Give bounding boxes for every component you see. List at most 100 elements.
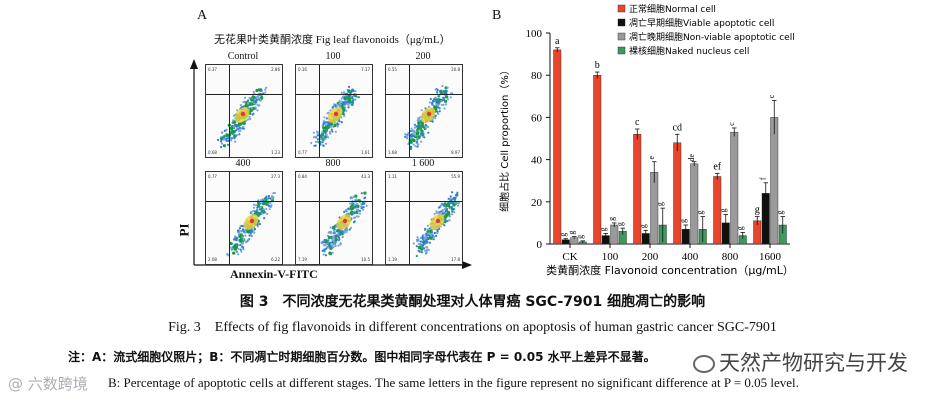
flow-plot: 0.77 27.3 2.08 6.22 bbox=[205, 171, 283, 265]
flow-plot: 0.84 43.3 7.19 10.5 bbox=[295, 171, 373, 265]
significance-letter: g bbox=[656, 202, 665, 206]
quadrant-value: 2.08 bbox=[208, 257, 217, 262]
flow-axes bbox=[190, 59, 472, 269]
quadrant-value: 1.61 bbox=[361, 150, 370, 155]
quadrant-value: 20.8 bbox=[451, 67, 460, 72]
flow-plot: 0.55 20.8 1.68 8.97 bbox=[385, 64, 463, 158]
flow-cell-label: 200 bbox=[415, 51, 431, 62]
significance-letter: g bbox=[576, 235, 585, 239]
bar bbox=[770, 117, 779, 245]
quadrant-value: 55.9 bbox=[451, 174, 460, 179]
scatter-cloud bbox=[404, 84, 454, 151]
panel-a-label: A bbox=[197, 8, 208, 23]
chart-bars: 0 20 40 60 80 100 细胞占比 Cell proportion（%） 类黄酮浓度… bbox=[498, 28, 794, 277]
quadrant-value: 1.19 bbox=[388, 257, 397, 262]
quadrant-value: 8.97 bbox=[451, 150, 460, 155]
y-tick-label: 40 bbox=[531, 155, 543, 167]
scatter-cloud bbox=[310, 85, 360, 148]
flow-cell-label: 1 600 bbox=[411, 158, 435, 169]
flow-plot: 1.11 55.9 1.19 17.8 bbox=[385, 171, 463, 265]
y-axis-title: 细胞占比 Cell proportion（%） bbox=[498, 65, 511, 212]
scatter-cloud bbox=[412, 191, 461, 258]
x-tick-label: 800 bbox=[722, 251, 739, 263]
significance-letter: g bbox=[776, 211, 785, 215]
y-tick-label: 100 bbox=[526, 28, 543, 40]
y-tick-label: 60 bbox=[531, 112, 543, 124]
significance-letter: g bbox=[559, 233, 568, 237]
quadrant-value: 0.37 bbox=[208, 67, 217, 72]
significance-letter: g bbox=[607, 217, 616, 221]
legend-swatch bbox=[617, 32, 626, 41]
bar bbox=[650, 172, 659, 245]
significance-letter: c bbox=[635, 117, 640, 128]
significance-letter: ef bbox=[713, 161, 721, 172]
significance-letter: c bbox=[727, 122, 736, 126]
legend-swatch bbox=[617, 46, 626, 55]
significance-letter: b bbox=[595, 60, 600, 71]
bar bbox=[553, 49, 562, 245]
significance-letter: c bbox=[767, 94, 776, 98]
bar bbox=[690, 163, 699, 245]
quadrant-value: 1.23 bbox=[271, 150, 280, 155]
note-en: B: Percentage of apoptotic cells at diff… bbox=[108, 375, 799, 390]
flow-cell-label: 800 bbox=[325, 158, 341, 169]
significance-letter: g bbox=[599, 227, 608, 231]
quadrant-value: 17.8 bbox=[451, 257, 460, 262]
significance-letter: g bbox=[616, 222, 625, 226]
quadrant-value: 0.77 bbox=[208, 174, 217, 179]
legend-label: 凋亡早期细胞Viable apoptotic cell bbox=[629, 17, 774, 29]
quadrant-value: 7.17 bbox=[361, 67, 370, 72]
legend-label: 凋亡晚期细胞Non-viable apoptotic cell bbox=[629, 31, 795, 43]
significance-letter: g bbox=[679, 219, 688, 223]
x-axis-title: 类黄酮浓度 Flavonoid concentration（μg/mL） bbox=[546, 263, 794, 277]
scatter-cloud bbox=[320, 191, 368, 257]
x-tick-label: 400 bbox=[682, 251, 699, 263]
legend-swatch bbox=[617, 4, 626, 13]
watermark-right: 天然产物研究与开发 bbox=[693, 347, 908, 377]
flow-plot: 0.37 2.86 0.68 1.23 bbox=[205, 64, 283, 158]
bar bbox=[593, 74, 602, 245]
note-cn: 注：A：流式细胞仪照片；B：不同凋亡时期细胞百分数。图中相同字母代表在 P = … bbox=[68, 350, 656, 364]
bar bbox=[610, 224, 619, 245]
quadrant-value: 10.5 bbox=[361, 257, 370, 262]
quadrant-value: 1.68 bbox=[388, 150, 397, 155]
significance-letter: g bbox=[696, 211, 705, 215]
significance-letter: e bbox=[647, 155, 656, 159]
x-tick-label: 200 bbox=[642, 251, 659, 263]
chart-legend: 正常细胞Normal cell 凋亡早期细胞Viable apoptotic ce… bbox=[617, 3, 795, 57]
quadrant-value: 2.86 bbox=[271, 67, 280, 72]
significance-letter: g bbox=[639, 224, 648, 228]
quadrant-value: 6.22 bbox=[271, 257, 280, 262]
significance-letter: g bbox=[719, 208, 728, 212]
quadrant-value: 7.19 bbox=[298, 257, 307, 262]
x-tick-label: 1600 bbox=[759, 251, 782, 263]
quadrant-value: 0.77 bbox=[298, 150, 307, 155]
significance-letter: g bbox=[755, 205, 760, 216]
significance-letter: f bbox=[759, 177, 768, 180]
caption-cn: 图 3 不同浓度无花果类黄酮处理对人体胃癌 SGC-7901 细胞凋亡的影响 bbox=[239, 294, 706, 310]
x-tick-label: CK bbox=[562, 251, 577, 263]
flow-plot: 0.16 7.17 0.77 1.61 bbox=[295, 64, 373, 158]
panel-b-label: B bbox=[492, 8, 502, 23]
flow-cell-label: 400 bbox=[235, 158, 251, 169]
quadrant-value: 0.84 bbox=[298, 174, 307, 179]
watermark-right-text: 天然产物研究与开发 bbox=[719, 351, 908, 375]
legend-swatch bbox=[617, 18, 626, 27]
flow-cell-label: Control bbox=[227, 51, 259, 62]
x-axis-label-annexin: Annexin-V-FITC bbox=[230, 267, 318, 281]
y-tick-label: 80 bbox=[531, 70, 543, 82]
x-tick-label: 100 bbox=[602, 251, 619, 263]
watermark-left: @ 六数跨境 bbox=[8, 375, 88, 393]
caption-en: Fig. 3 Effects of fig flavonoids in diff… bbox=[168, 320, 777, 335]
y-tick-label: 20 bbox=[531, 197, 543, 209]
panel-a-title: 无花果叶类黄酮浓度 Fig leaf flavonoids（μg/mL） bbox=[214, 34, 451, 46]
scatter-cloud bbox=[226, 191, 276, 257]
legend-label: 正常细胞Normal cell bbox=[629, 3, 716, 15]
y-tick-label: 0 bbox=[537, 239, 543, 251]
quadrant-value: 0.55 bbox=[388, 67, 397, 72]
bar bbox=[673, 142, 682, 245]
significance-letter: a bbox=[555, 36, 560, 47]
significance-letter: cd bbox=[673, 122, 682, 133]
scatter-cloud bbox=[216, 86, 268, 149]
bar-chart: 正常细胞Normal cell 凋亡早期细胞Viable apoptotic ce… bbox=[498, 3, 795, 277]
